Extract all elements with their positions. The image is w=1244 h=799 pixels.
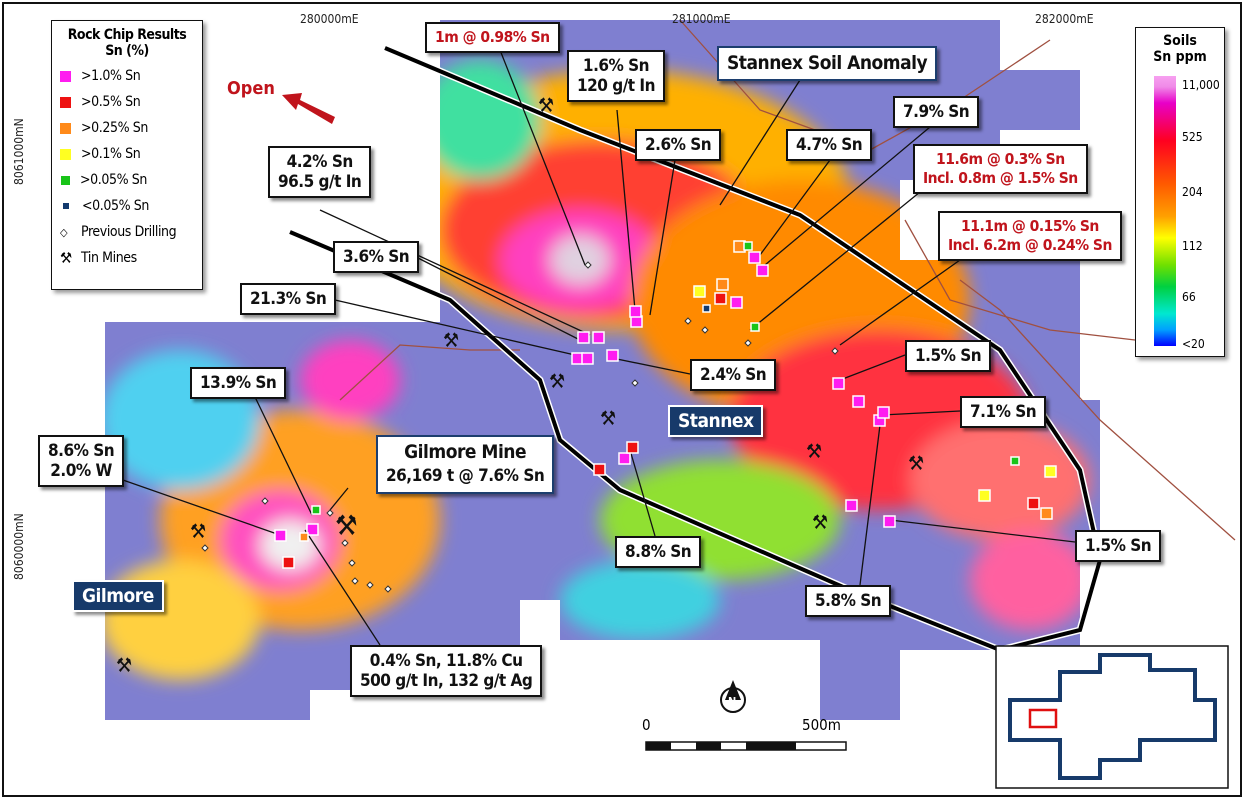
rock-chip-samples [274, 240, 1057, 569]
assay-label: 3.6% Sn [333, 241, 420, 273]
tin-mines: ⚒ ⚒ ⚒ ⚒ ⚒ ⚒ ⚒ ⚒ ⚒ ⚒ [116, 93, 924, 677]
legend-label: >0.25% Sn [81, 120, 148, 136]
stannex-soil-anomaly-label: Stannex Soil Anomaly [717, 46, 938, 81]
legend-label: >0.05% Sn [80, 172, 147, 188]
legend-label: >1.0% Sn [81, 68, 141, 84]
svg-text:⚒: ⚒ [806, 439, 822, 463]
north-label: N [728, 695, 736, 708]
assay-label: 1.5% Sn [1075, 530, 1162, 562]
north-arrow-icon: N [720, 680, 746, 713]
gilmore-mine-label: Gilmore Mine 26,169 t @ 7.6% Sn [376, 435, 555, 494]
scale-start: 0 [642, 716, 651, 734]
legend-item: >0.25% Sn [52, 115, 202, 141]
svg-text:⚒: ⚒ [812, 510, 828, 534]
legend-label: >0.5% Sn [81, 94, 141, 110]
svg-text:⚒: ⚒ [443, 328, 459, 352]
legend-title: Rock Chip Results [67, 27, 187, 43]
soils-color-ramp [1154, 76, 1176, 346]
soils-tick: 66 [1182, 290, 1196, 304]
open-arrow-icon [282, 93, 335, 124]
legend-item: <0.05% Sn [52, 193, 202, 219]
legend-item: >1.0% Sn [52, 63, 202, 89]
grid-label-easting: 280000mE [300, 12, 359, 26]
legend-label: Tin Mines [81, 250, 137, 266]
previous-drilling [201, 261, 839, 593]
leader-lines [122, 49, 1076, 646]
assay-label: 7.1% Sn [960, 396, 1047, 428]
grid-label-easting: 281000mE [672, 12, 731, 26]
assay-label: 13.9% Sn [190, 367, 287, 399]
magenta-square-icon [60, 70, 71, 82]
legend-subtitle: Sn (%) [105, 43, 149, 59]
svg-text:⚒: ⚒ [116, 653, 132, 677]
svg-text:⚒: ⚒ [600, 406, 616, 430]
svg-text:⚒: ⚒ [190, 519, 206, 543]
grid-label-easting: 282000mE [1035, 12, 1094, 26]
drill-intercept-label: 11.6m @ 0.3% Sn Incl. 0.8m @ 1.5% Sn [913, 144, 1088, 194]
legend-item: ⚒ Tin Mines [52, 245, 202, 271]
assay-label: 8.6% Sn 2.0% W [38, 435, 125, 487]
rock-chip-legend: Rock Chip Results Sn (%) >1.0% Sn >0.5% S… [51, 20, 203, 290]
inset-map [995, 645, 1229, 789]
assay-label: 7.9% Sn [893, 96, 980, 128]
grid-label-northing: 8061000mN [12, 118, 26, 185]
assay-label: 5.8% Sn [805, 585, 892, 617]
legend-item: ◇ Previous Drilling [52, 219, 202, 245]
svg-text:⚒: ⚒ [549, 369, 565, 393]
legend-label: <0.05% Sn [82, 198, 149, 214]
crossed-hammers-icon: ⚒ [60, 249, 72, 267]
svg-text:⚒: ⚒ [335, 509, 358, 542]
assay-label: 2.6% Sn [635, 129, 722, 161]
soil-anomaly-outline [288, 44, 1104, 654]
orange-square-icon [60, 122, 71, 134]
legend-item: >0.05% Sn [52, 167, 202, 193]
assay-label: 2.4% Sn [690, 359, 777, 391]
open-label: Open [227, 78, 275, 99]
stannex-area-label: Stannex [668, 405, 764, 437]
svg-text:⚒: ⚒ [908, 451, 924, 475]
gilmore-area-label: Gilmore [72, 580, 164, 612]
diamond-icon: ◇ [60, 225, 68, 239]
green-square-icon [61, 175, 70, 185]
scale-bar: 0 500m [642, 716, 847, 751]
yellow-square-icon [60, 148, 71, 160]
assay-label: 1.5% Sn [905, 340, 992, 372]
soils-title: Soils [1163, 33, 1197, 49]
assay-label: 1.6% Sn 120 g/t In [567, 50, 665, 102]
assay-label: 21.3% Sn [240, 283, 337, 315]
soils-tick: 112 [1182, 239, 1203, 253]
red-square-icon [60, 96, 71, 108]
soils-subtitle: Sn ppm [1153, 49, 1207, 65]
navy-square-icon [63, 203, 69, 209]
assay-label: 0.4% Sn, 11.8% Cu 500 g/t In, 132 g/t Ag [350, 645, 543, 697]
grid-label-northing: 8060000mN [12, 513, 26, 580]
assay-label: 4.2% Sn 96.5 g/t In [268, 146, 372, 198]
legend-label: Previous Drilling [81, 224, 177, 240]
svg-text:⚒: ⚒ [538, 93, 554, 117]
soils-tick: <20 [1182, 337, 1205, 351]
soils-tick: 525 [1182, 130, 1203, 144]
assay-label: 4.7% Sn [786, 129, 873, 161]
legend-item: >0.1% Sn [52, 141, 202, 167]
assay-label: 8.8% Sn [615, 536, 702, 568]
scale-end: 500m [802, 716, 841, 734]
inset-location-box [1028, 708, 1058, 729]
assay-label: 1m @ 0.98% Sn [425, 22, 560, 53]
soils-tick: 204 [1182, 185, 1203, 199]
legend-label: >0.1% Sn [81, 146, 141, 162]
drill-intercept-label: 11.1m @ 0.15% Sn Incl. 6.2m @ 0.24% Sn [938, 211, 1122, 261]
legend-item: >0.5% Sn [52, 89, 202, 115]
soils-legend: Soils Sn ppm 11,000 525 204 112 66 <20 [1135, 27, 1225, 357]
soils-tick: 11,000 [1182, 78, 1220, 92]
